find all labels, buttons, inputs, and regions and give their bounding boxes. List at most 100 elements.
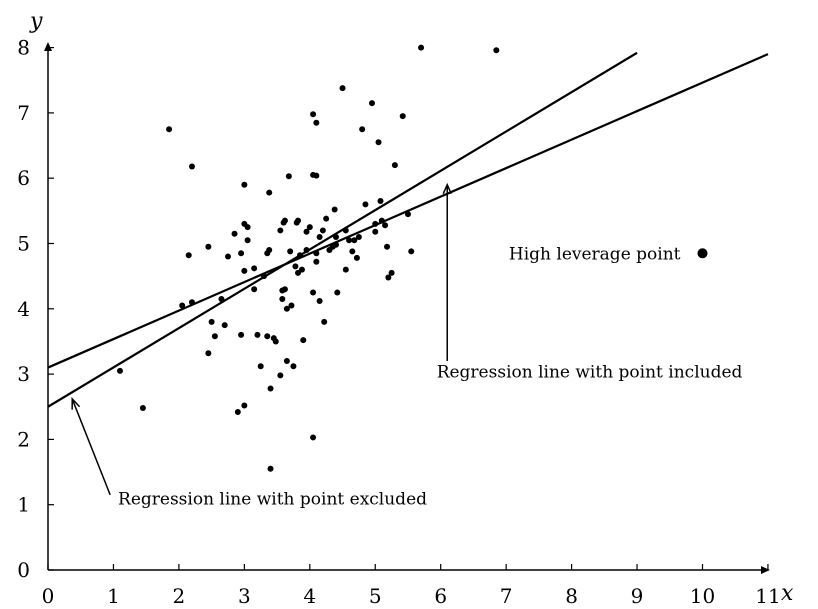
data-point: [378, 217, 385, 224]
data-point: [303, 228, 310, 235]
x-tick-label: 2: [173, 584, 186, 608]
x-tick-label: 7: [500, 584, 513, 608]
data-point: [334, 289, 341, 296]
data-point: [385, 274, 392, 281]
y-tick-label: 5: [17, 232, 30, 256]
data-point: [281, 286, 288, 293]
y-axis-label: y: [29, 9, 43, 34]
data-point: [166, 126, 173, 133]
axes: [44, 42, 770, 574]
data-point: [313, 258, 320, 265]
data-point: [313, 250, 320, 257]
data-point: [211, 333, 218, 340]
data-point: [231, 230, 238, 237]
regression-lines: [47, 51, 769, 408]
data-point: [251, 286, 258, 293]
y-tick-label: 0: [17, 558, 30, 582]
data-point: [342, 266, 349, 273]
data-point: [372, 228, 379, 235]
data-point: [283, 305, 290, 312]
data-point: [353, 254, 360, 261]
y-tick-label: 7: [17, 101, 30, 125]
data-point: [244, 224, 251, 231]
data-point: [332, 241, 339, 248]
data-point: [339, 85, 346, 92]
data-point: [306, 224, 313, 231]
data-point: [298, 266, 305, 273]
data-point: [349, 248, 356, 255]
data-point: [493, 47, 500, 54]
data-point: [310, 434, 317, 441]
data-point: [377, 198, 384, 205]
arrow-excluded: [71, 398, 111, 496]
high-leverage-label: High leverage point: [509, 244, 681, 264]
label-line-included: Regression line with point included: [437, 362, 743, 382]
x-tick-label: 9: [631, 584, 644, 608]
data-point: [384, 243, 391, 250]
data-point: [188, 163, 195, 170]
data-point: [254, 331, 261, 338]
data-point: [272, 338, 279, 345]
x-tick-label: 10: [690, 584, 715, 608]
data-point: [404, 211, 411, 218]
data-point: [266, 189, 273, 196]
data-point: [238, 331, 245, 338]
data-point: [244, 237, 251, 244]
y-tick-label: 6: [17, 166, 30, 190]
data-point: [238, 250, 245, 257]
data-point: [205, 243, 212, 250]
x-tick-label: 6: [434, 584, 447, 608]
data-point: [277, 372, 284, 379]
data-point: [310, 289, 317, 296]
data-point: [316, 297, 323, 304]
data-point: [257, 363, 264, 370]
data-point: [208, 318, 215, 325]
data-point: [399, 113, 406, 120]
regression-line-excluded: [47, 51, 638, 408]
data-point: [283, 358, 290, 365]
data-point: [346, 237, 353, 244]
data-point: [391, 162, 398, 169]
x-axis-arrow: [761, 566, 770, 574]
data-point: [218, 296, 225, 303]
data-point: [351, 237, 358, 244]
x-tick-label: 8: [565, 584, 578, 608]
data-point: [241, 402, 248, 409]
data-point: [388, 269, 395, 276]
data-point: [300, 337, 307, 344]
data-point: [279, 296, 286, 303]
data-point: [264, 333, 271, 340]
data-point: [267, 465, 274, 472]
x-tick-label: 11: [755, 584, 780, 608]
data-point: [234, 408, 241, 415]
line-annotations: Regression line with point included Regr…: [71, 182, 743, 510]
data-point: [241, 267, 248, 274]
regression-line-included: [47, 53, 769, 369]
data-point: [116, 367, 123, 374]
data-point: [313, 172, 320, 179]
data-point: [221, 322, 228, 329]
data-point: [313, 119, 320, 126]
data-point: [288, 302, 295, 309]
data-point: [295, 269, 302, 276]
y-axis-arrow: [44, 42, 52, 51]
y-tick-label: 2: [17, 427, 30, 451]
data-point: [310, 111, 317, 118]
data-point: [372, 220, 379, 227]
x-tick-label: 4: [303, 584, 316, 608]
data-point: [139, 405, 146, 412]
data-point: [359, 126, 366, 133]
data-point: [205, 350, 212, 357]
data-point: [418, 44, 425, 51]
y-tick-label: 8: [17, 36, 30, 60]
y-ticks: 0 1 2 3 4 5 6 7 8: [17, 36, 54, 582]
high-leverage-group: High leverage point: [509, 244, 708, 264]
data-point: [260, 273, 267, 280]
data-point: [281, 217, 288, 224]
x-tick-label: 0: [42, 584, 55, 608]
data-point: [251, 265, 258, 272]
data-point: [267, 385, 274, 392]
data-points: [116, 44, 500, 472]
x-tick-label: 1: [107, 584, 120, 608]
